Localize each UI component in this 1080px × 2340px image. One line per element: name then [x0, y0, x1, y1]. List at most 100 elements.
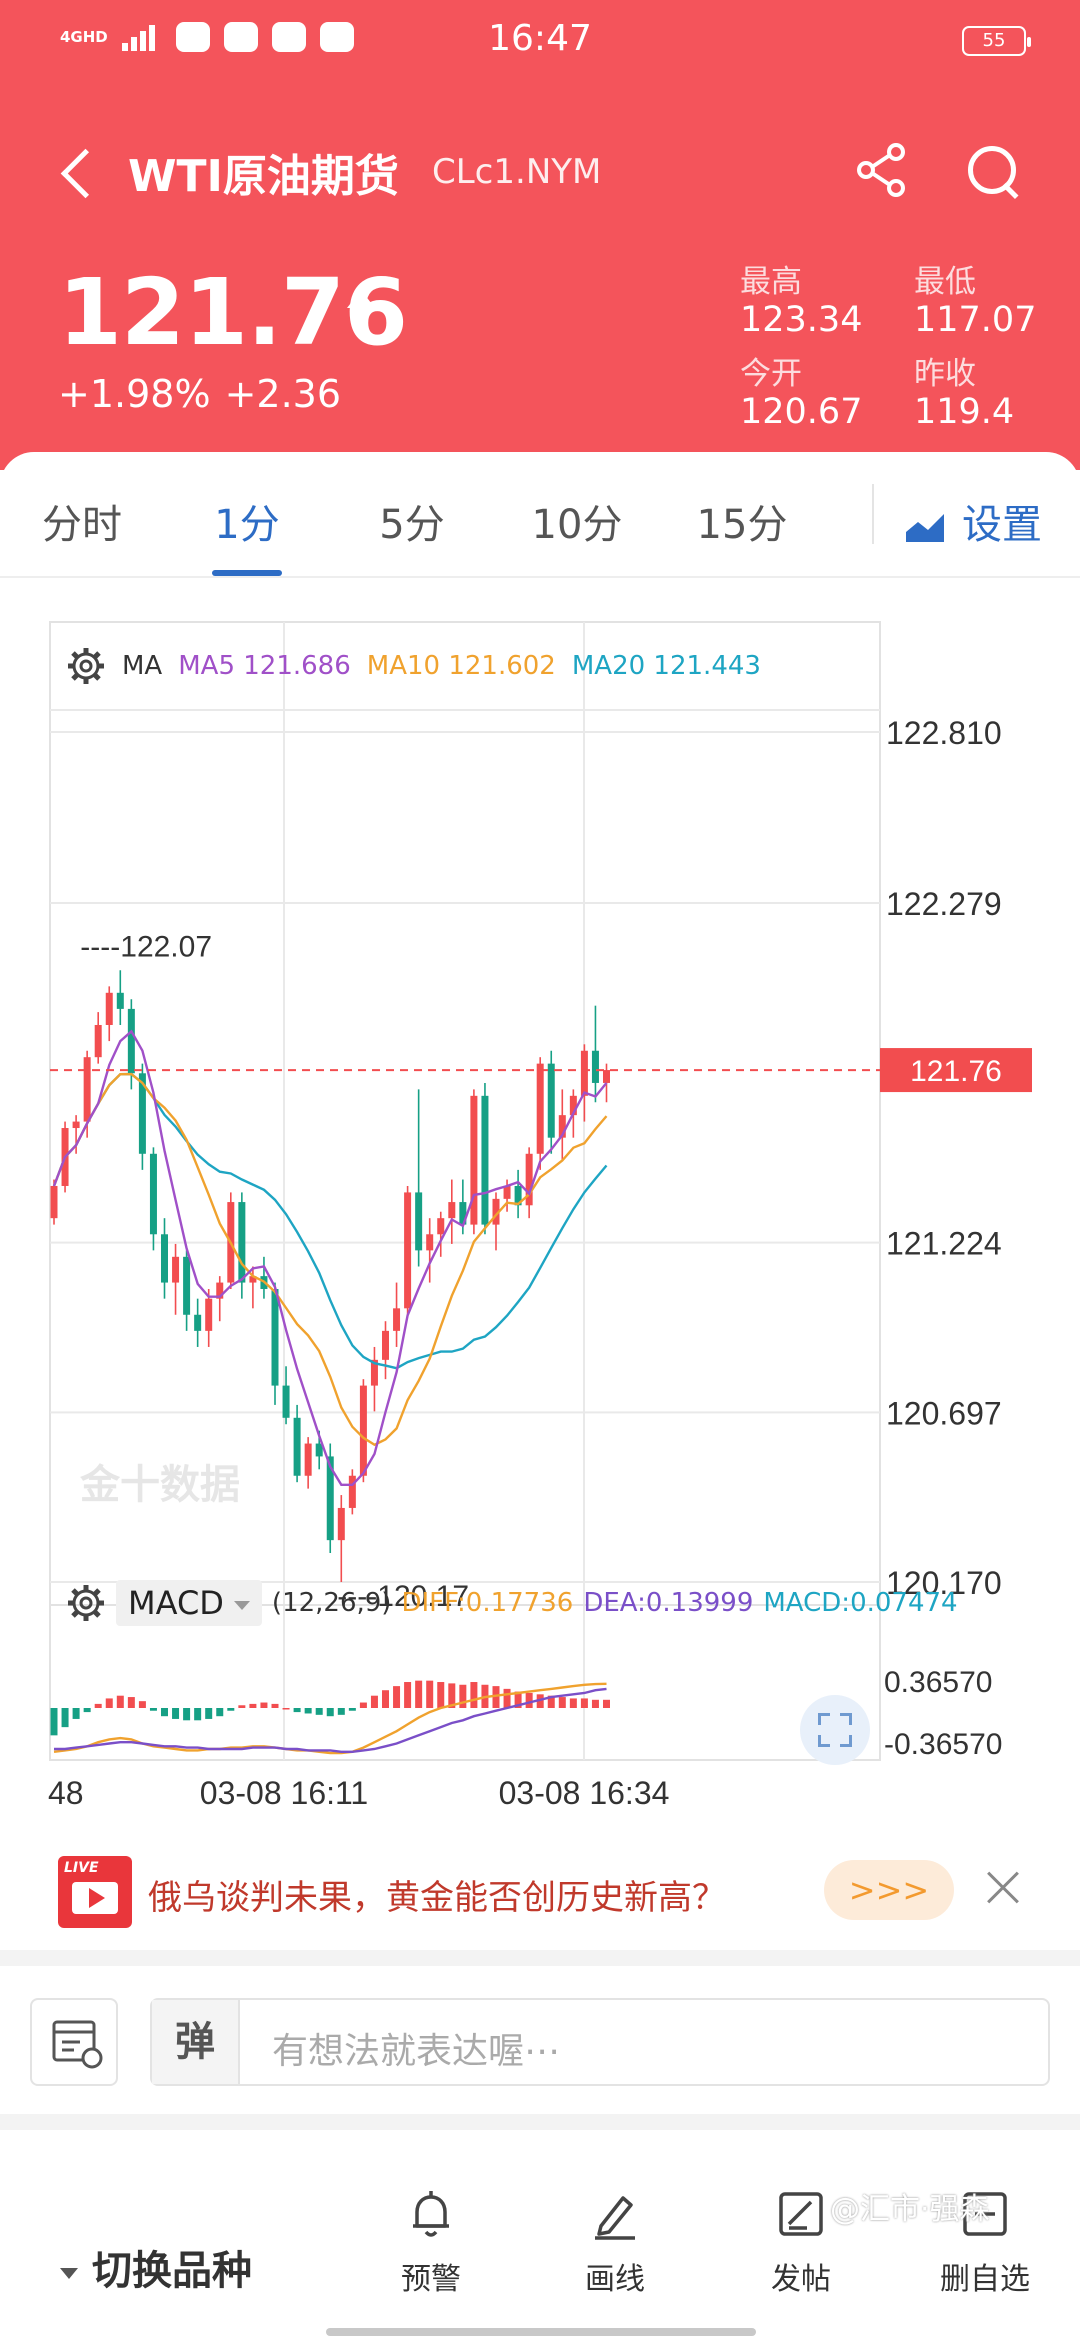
macd-bar [194, 1708, 202, 1721]
candle-body [249, 1276, 257, 1283]
share-icon[interactable] [852, 140, 912, 200]
comment-input[interactable]: 弹 有想法就表达喔⋯ [150, 1998, 1050, 2086]
candle-body [83, 1057, 91, 1122]
indicator-select[interactable]: MACD [116, 1580, 262, 1626]
corner-watermark: @汇市·强森 [830, 2192, 990, 2227]
candle-body [492, 1198, 500, 1225]
tab-15min[interactable]: 15分 [696, 502, 788, 548]
period-tabs: 分时 1分 5分 10分 15分 设置 [0, 452, 1080, 578]
news-more-button[interactable]: >>> [824, 1860, 954, 1920]
candle-body [580, 1050, 588, 1096]
live-label: LIVE [64, 1860, 99, 1876]
macd-bar [50, 1708, 58, 1736]
high-value: 123.34 [740, 300, 863, 340]
remove-watchlist-button[interactable]: 删自选 [930, 2186, 1040, 2298]
macd-bar [205, 1708, 213, 1719]
macd-bar [238, 1705, 246, 1708]
macd-bar [304, 1708, 312, 1714]
edit-icon [779, 2192, 823, 2236]
chevron-down-icon [233, 1600, 250, 1610]
back-icon[interactable] [52, 136, 112, 206]
candle-body [370, 1359, 378, 1386]
tab-10min[interactable]: 10分 [531, 502, 623, 548]
change-percent: +1.98% [58, 372, 211, 416]
note-button[interactable] [30, 1998, 118, 2086]
gear-icon[interactable] [66, 1583, 106, 1623]
battery-icon: 55 [962, 26, 1031, 56]
x-tick-label: 03-08 16:34 [499, 1775, 670, 1811]
candle-body [503, 1185, 511, 1199]
news-headline[interactable]: 俄乌谈判未果，黄金能否创历史新高？ [148, 1878, 726, 1918]
switch-label: 切换品种 [92, 2248, 252, 2294]
tab-5min[interactable]: 5分 [379, 502, 445, 548]
search-icon[interactable] [962, 140, 1022, 200]
candle-body [514, 1185, 522, 1206]
fullscreen-icon[interactable] [800, 1695, 870, 1765]
y-tick-label: 122.279 [886, 886, 1002, 922]
macd-bar [536, 1694, 544, 1708]
ma20-line [52, 1072, 608, 1370]
gear-icon[interactable] [66, 646, 106, 686]
macd-bar [569, 1698, 577, 1708]
macd-tick-label: 0.36570 [884, 1666, 992, 1699]
macd-bar [348, 1708, 356, 1711]
candle-body [238, 1202, 246, 1283]
section-divider [0, 1950, 1080, 1966]
macd-params: (12,26,9) [271, 1588, 392, 1618]
candle-body [603, 1070, 610, 1083]
ma-legend: MA MA5 121.686 MA10 121.602 MA20 121.443 [66, 646, 761, 686]
macd-bar [271, 1703, 279, 1708]
candle-body [547, 1063, 555, 1138]
draw-line-button[interactable]: 画线 [560, 2186, 670, 2298]
ma10-line [52, 1072, 608, 1447]
macd-bar [580, 1698, 588, 1708]
candle-body [194, 1314, 202, 1331]
candle-body [116, 992, 124, 1009]
news-banner[interactable]: LIVE 俄乌谈判未果，黄金能否创历史新高？ >>> [0, 1850, 1080, 1940]
tab-timeshare[interactable]: 分时 [42, 502, 122, 548]
danmaku-icon[interactable]: 弹 [152, 2000, 240, 2084]
notification-icon [320, 22, 354, 52]
candle-body [326, 1456, 334, 1541]
macd-bar [337, 1708, 345, 1715]
comment-bar: 弹 有想法就表达喔⋯ [0, 1966, 1080, 2116]
macd-bar [393, 1686, 401, 1708]
macd-bar [525, 1692, 533, 1708]
ma5-line [52, 1029, 608, 1486]
candle-body [161, 1234, 168, 1283]
macd-bar [216, 1708, 224, 1717]
macd-bar [149, 1708, 157, 1711]
chart-canvas[interactable]: 122.810 122.279 121.224 120.697 120.170 金十数据 -… [0, 580, 1080, 1840]
candle-body [481, 1095, 489, 1225]
tab-1min[interactable]: 1分 [214, 502, 280, 548]
kline-chart[interactable]: 122.810 122.279 121.224 120.697 120.170 金十数据 -… [0, 580, 1080, 1840]
macd-bar [492, 1686, 500, 1708]
macd-value: MACD:0.07474 [763, 1588, 958, 1618]
macd-bar [83, 1708, 91, 1713]
macd-bar [437, 1682, 445, 1708]
chart-settings-button[interactable]: 设置 [904, 492, 1042, 550]
notification-icon [176, 22, 210, 52]
candle-body [448, 1202, 456, 1219]
chart-frame [49, 621, 881, 1761]
candle-body [337, 1507, 345, 1541]
macd-bar [591, 1699, 599, 1708]
current-price-label: 121.76 [910, 1055, 1002, 1088]
candle-body [525, 1153, 533, 1206]
close-icon[interactable] [982, 1868, 1022, 1908]
switch-instrument-button[interactable]: 切换品种 [60, 2238, 252, 2296]
candle-body [50, 1185, 58, 1219]
notification-icon [272, 22, 306, 52]
minus-box-icon [963, 2192, 1007, 2236]
chart-area-icon [906, 514, 944, 542]
alert-label: 预警 [401, 2262, 461, 2297]
alert-button[interactable]: 预警 [376, 2186, 486, 2298]
open-value: 120.67 [740, 392, 863, 432]
macd-bar [293, 1708, 301, 1713]
x-tick-label: 48 [48, 1775, 84, 1811]
home-indicator[interactable] [326, 2328, 756, 2336]
candle-body [404, 1192, 412, 1309]
macd-bar [470, 1682, 478, 1708]
post-button[interactable]: 发帖 [746, 2186, 856, 2298]
candle-body [470, 1095, 478, 1225]
